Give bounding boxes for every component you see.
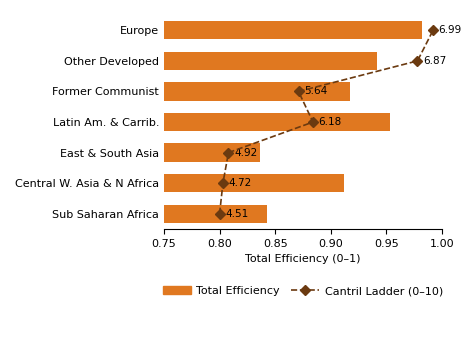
Bar [164,82,350,101]
Bar [164,174,344,192]
Bar [164,143,260,162]
Bar [164,205,267,223]
Legend: Total Efficiency, Cantril Ladder (0–10): Total Efficiency, Cantril Ladder (0–10) [159,282,447,301]
Text: 5.64: 5.64 [304,86,328,96]
Bar [164,21,422,40]
Text: 4.72: 4.72 [228,178,252,188]
X-axis label: Total Efficiency (0–1): Total Efficiency (0–1) [245,254,361,264]
Text: 4.51: 4.51 [225,209,248,219]
Text: 6.87: 6.87 [423,56,447,66]
Text: 6.18: 6.18 [319,117,342,127]
Bar [164,113,390,131]
Text: 6.99: 6.99 [438,25,462,35]
Text: 4.92: 4.92 [234,148,257,158]
Bar [164,52,377,70]
